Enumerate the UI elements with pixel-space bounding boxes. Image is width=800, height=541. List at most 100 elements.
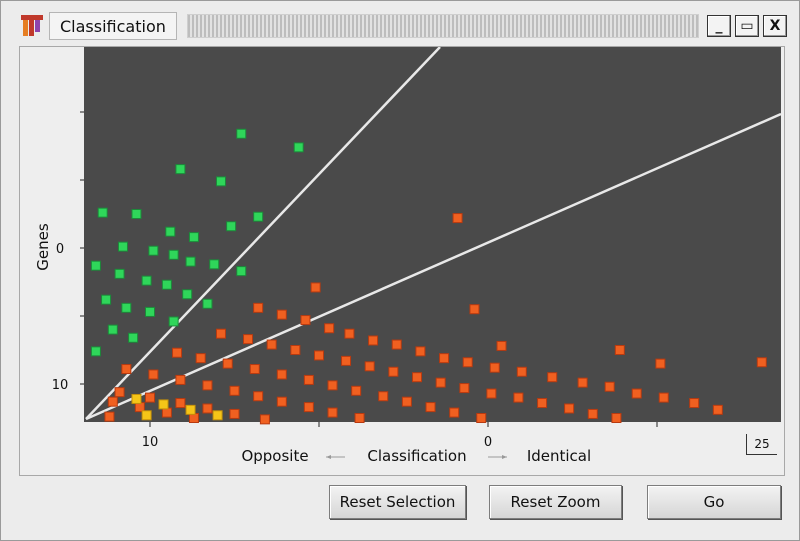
data-point-green[interactable] [215,176,226,187]
data-point-orange[interactable] [253,302,264,313]
data-point-green[interactable] [145,306,155,317]
data-point-orange[interactable] [290,345,301,355]
data-point-orange[interactable] [631,388,642,399]
data-point-orange[interactable] [276,309,287,320]
data-point-green[interactable] [121,302,132,313]
data-point-green[interactable] [293,142,304,153]
data-point-orange[interactable] [425,402,436,413]
data-point-orange[interactable] [243,334,254,345]
data-point-yellow[interactable] [141,410,152,421]
data-point-orange[interactable] [469,304,480,315]
data-point-orange[interactable] [276,369,287,380]
title-drag-grip[interactable] [187,14,699,38]
data-point-orange[interactable] [496,340,507,351]
data-point-green[interactable] [168,316,179,327]
data-point-orange[interactable] [266,339,277,350]
data-point-orange[interactable] [462,357,473,368]
data-point-orange[interactable] [449,407,460,418]
point-size-value[interactable]: 25 [746,434,777,455]
data-point-green[interactable] [148,245,159,256]
close-button[interactable]: X [763,15,787,37]
data-point-green[interactable] [131,209,142,219]
data-point-orange[interactable] [327,380,338,391]
data-point-orange[interactable] [537,398,548,409]
data-point-orange[interactable] [611,413,622,423]
data-point-orange[interactable] [303,374,314,385]
data-point-green[interactable] [107,324,118,335]
reset-zoom-button[interactable]: Reset Zoom [489,485,622,519]
data-point-orange[interactable] [259,414,270,425]
data-point-green[interactable] [165,226,176,237]
data-point-green[interactable] [253,211,264,222]
plot-area[interactable] [84,47,781,422]
data-point-orange[interactable] [388,366,399,377]
data-point-orange[interactable] [756,357,767,368]
reset-selection-button[interactable]: Reset Selection [329,485,466,519]
data-point-orange[interactable] [604,381,615,392]
data-point-orange[interactable] [439,353,450,364]
data-point-green[interactable] [128,332,139,343]
data-point-orange[interactable] [202,380,213,391]
data-point-orange[interactable] [229,408,240,419]
data-point-yellow[interactable] [185,404,196,415]
data-point-green[interactable] [209,259,220,270]
data-point-green[interactable] [141,275,152,286]
data-point-orange[interactable] [587,408,598,419]
data-point-green[interactable] [90,260,101,271]
data-point-green[interactable] [182,289,193,300]
data-point-orange[interactable] [222,358,233,369]
data-point-green[interactable] [188,232,199,243]
data-point-orange[interactable] [104,411,115,422]
scatter-plot[interactable]: Genes 0 10 10 0 Opposite Classification … [20,47,784,475]
data-point-orange[interactable] [341,355,352,366]
data-point-orange[interactable] [712,404,723,415]
data-point-orange[interactable] [614,345,625,355]
data-point-orange[interactable] [658,392,669,403]
data-point-orange[interactable] [513,392,524,403]
data-point-green[interactable] [185,256,196,267]
data-point-green[interactable] [117,241,128,252]
data-point-orange[interactable] [276,396,287,407]
data-point-orange[interactable] [391,339,402,350]
data-point-orange[interactable] [378,391,389,402]
data-point-orange[interactable] [415,346,426,357]
data-point-orange[interactable] [516,366,527,377]
go-button[interactable]: Go [647,485,781,519]
data-point-yellow[interactable] [158,399,169,410]
data-point-orange[interactable] [324,323,335,334]
data-point-orange[interactable] [452,213,463,224]
data-point-green[interactable] [97,207,108,218]
data-point-orange[interactable] [547,372,558,383]
data-point-green[interactable] [202,298,213,309]
data-point-orange[interactable] [577,377,588,388]
data-point-green[interactable] [168,249,179,260]
data-point-orange[interactable] [310,282,321,293]
data-point-orange[interactable] [249,364,260,375]
data-point-orange[interactable] [314,350,324,361]
data-point-orange[interactable] [121,364,132,375]
data-point-green[interactable] [175,164,186,175]
data-point-orange[interactable] [114,387,125,398]
data-point-orange[interactable] [412,372,423,383]
data-point-green[interactable] [236,128,247,139]
data-point-green[interactable] [101,294,112,305]
data-point-orange[interactable] [351,385,362,396]
data-point-orange[interactable] [689,398,700,409]
data-point-orange[interactable] [401,396,412,407]
data-point-orange[interactable] [107,396,118,407]
data-point-green[interactable] [236,266,247,277]
data-point-orange[interactable] [188,413,199,423]
data-point-orange[interactable] [300,315,311,326]
title-bar[interactable]: Classification _ ▭ X [9,9,787,41]
data-point-orange[interactable] [486,388,497,399]
data-point-orange[interactable] [368,335,379,346]
data-point-orange[interactable] [175,374,186,385]
maximize-button[interactable]: ▭ [735,15,759,37]
data-point-orange[interactable] [172,347,183,358]
data-point-orange[interactable] [303,402,314,413]
data-point-orange[interactable] [148,369,159,380]
data-point-green[interactable] [226,221,237,232]
data-point-orange[interactable] [229,385,240,396]
data-point-yellow[interactable] [131,393,142,404]
data-point-orange[interactable] [564,403,575,414]
